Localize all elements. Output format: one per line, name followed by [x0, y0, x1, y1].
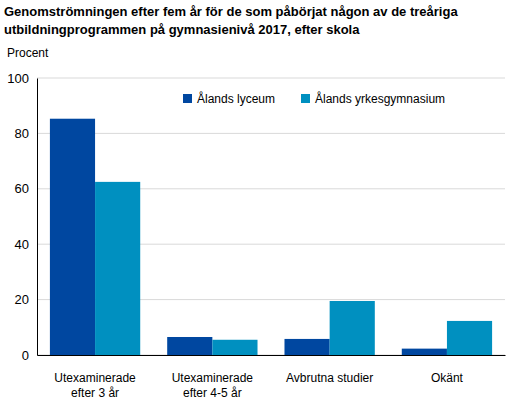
x-tick: Utexamineradeefter 3 år — [54, 355, 136, 400]
legend-item: Ålands yrkesgymnasium — [301, 91, 445, 106]
y-tick: 60 — [15, 181, 37, 196]
bar — [212, 340, 257, 355]
bar — [330, 301, 375, 355]
title: Genomströmningen efter fem år för de som… — [4, 4, 458, 37]
legend-swatch — [301, 94, 310, 103]
grid-line — [37, 78, 505, 79]
bar — [50, 119, 95, 355]
x-axis-line — [38, 355, 506, 356]
legend-label: Ålands yrkesgymnasium — [315, 91, 445, 106]
x-tick-label: Utexamineradeefter 3 år — [54, 371, 136, 400]
grid — [37, 78, 505, 355]
chart: Genomströmningen efter fem år för de som… — [0, 0, 517, 407]
x-tick-label: Okänt — [431, 371, 464, 385]
legend-swatch — [183, 94, 192, 103]
x-tick: Utexamineradeefter 4-5 år — [172, 355, 254, 400]
y-tick-label: 20 — [15, 292, 29, 307]
plot: 020406080100Utexamineradeefter 3 årUtexa… — [7, 71, 505, 400]
legend-item: Ålands lyceum — [183, 91, 275, 106]
y-tick: 80 — [15, 126, 37, 141]
y-axis: 0 20 40 60 80 100 — [7, 71, 37, 363]
y-tick-label: 80 — [15, 126, 29, 141]
bar — [447, 321, 492, 355]
y-tick-label: 60 — [15, 181, 29, 196]
bar — [284, 339, 329, 355]
y-tick: 0 — [22, 348, 37, 363]
x-tick-label: Utexamineradeefter 4-5 år — [172, 371, 254, 400]
bar — [167, 337, 212, 355]
grid-line — [37, 133, 505, 134]
x-axis: Utexamineradeefter 3 år Utexamineradeefte… — [38, 355, 506, 400]
y-label: Procent — [7, 46, 49, 60]
y-axis-line — [37, 79, 38, 356]
x-tick: Okänt — [431, 355, 464, 385]
y-tick-label: 0 — [22, 348, 29, 363]
y-tick-label: 100 — [7, 71, 29, 86]
legend-label: Ålands lyceum — [197, 91, 275, 106]
y-tick: 100 — [7, 71, 37, 86]
bars — [50, 119, 492, 355]
y-tick: 40 — [15, 237, 37, 252]
x-tick-label: Avbrutna studier — [286, 371, 373, 385]
y-tick-label: 40 — [15, 237, 29, 252]
bar — [95, 182, 140, 355]
x-tick: Avbrutna studier — [286, 355, 373, 385]
bar — [402, 349, 447, 355]
y-tick: 20 — [15, 292, 37, 307]
legend: Ålands lyceum Ålands yrkesgymnasium — [183, 91, 445, 106]
